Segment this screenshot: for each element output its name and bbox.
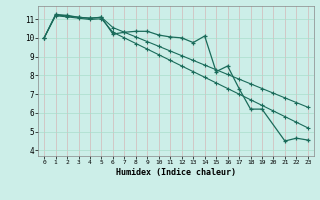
X-axis label: Humidex (Indice chaleur): Humidex (Indice chaleur) bbox=[116, 168, 236, 177]
